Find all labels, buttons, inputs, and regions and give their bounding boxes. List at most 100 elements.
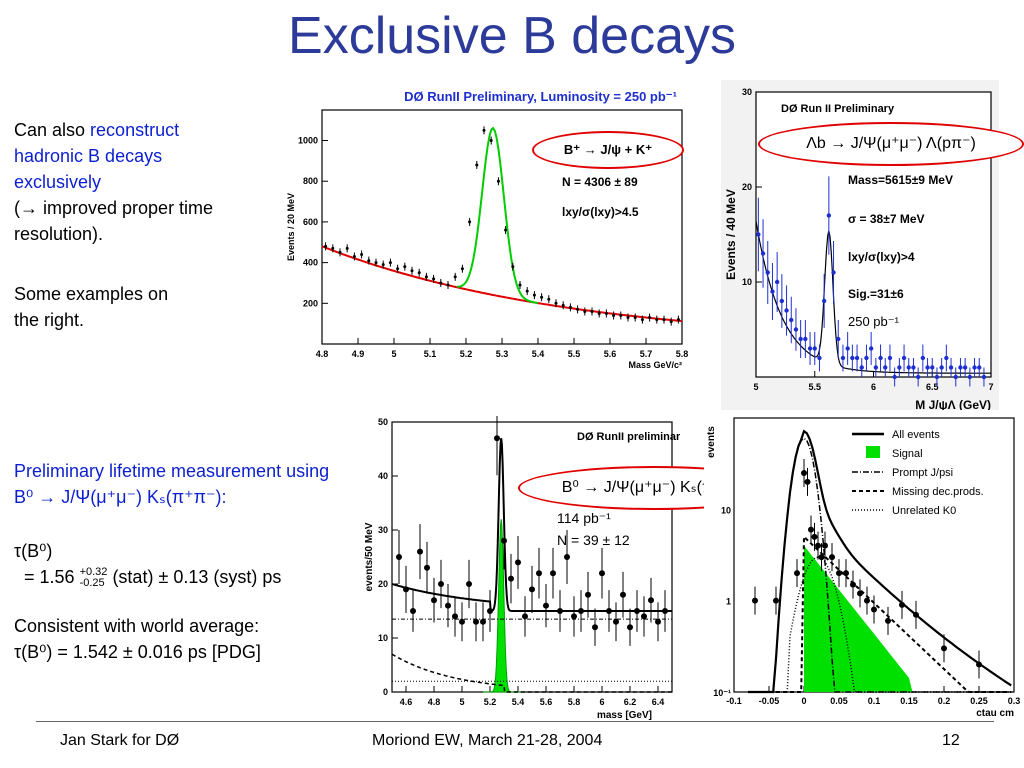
- data-point: [613, 618, 619, 625]
- data-point: [604, 311, 608, 315]
- x-tick-label: 5.8: [676, 349, 689, 359]
- data-point: [911, 365, 916, 370]
- data-point: [482, 128, 486, 132]
- data-point: [557, 608, 563, 614]
- x-tick-label: 5.1: [424, 349, 437, 359]
- y-tick-label: 10: [378, 633, 388, 643]
- data-point: [822, 542, 828, 549]
- x-tick-label: 0.25: [970, 696, 988, 706]
- x-axis-label: Mass GeV/c²: [628, 360, 682, 370]
- slide-title: Exclusive B decays: [288, 7, 736, 65]
- data-point: [452, 613, 458, 620]
- data-point: [338, 250, 342, 254]
- data-point: [597, 311, 601, 315]
- data-point: [396, 554, 402, 560]
- chart-b0-svg: 4.6 4.8 5 5.2 5.4 5.6 5.8 6 6.2 6.4 0 10 20 30 40 50 DØ …: [364, 416, 680, 720]
- x-tick-label: 4.8: [428, 697, 441, 707]
- data-point: [793, 327, 799, 332]
- data-point: [352, 255, 356, 259]
- y-tick-label: 30: [742, 87, 752, 97]
- unrelated-k0-line: [748, 556, 1012, 693]
- data-point: [883, 365, 888, 370]
- data-point: [752, 597, 758, 604]
- footer-center: Moriond EW, March 21-28, 2004: [372, 732, 603, 749]
- data-point: [360, 252, 364, 256]
- data-point: [518, 283, 522, 287]
- x-tick-label: 0: [801, 696, 806, 706]
- data-point: [396, 267, 400, 271]
- data-point: [576, 307, 580, 311]
- page-number: 12: [942, 732, 960, 749]
- x-tick-label: 5: [753, 382, 758, 392]
- data-point: [536, 570, 542, 577]
- data-point: [489, 139, 493, 143]
- data-point: [532, 293, 536, 297]
- data-point: [981, 374, 987, 380]
- chart-title: DØ RunII preliminary: [577, 431, 680, 443]
- data-point: [460, 267, 464, 271]
- data-point: [941, 645, 947, 652]
- data-point: [774, 279, 780, 285]
- data-point: [801, 469, 807, 476]
- data-point: [662, 318, 666, 322]
- data-point: [417, 548, 423, 555]
- intro-1: Can also: [14, 120, 91, 140]
- x-tick-label: 6: [871, 382, 876, 392]
- data-point: [972, 365, 977, 370]
- data-point: [431, 597, 437, 604]
- y-tick-label: 10: [721, 505, 731, 515]
- world-avg-text: τ(B⁰) = 1.542 ± 0.016 ps [PDG]: [14, 642, 261, 662]
- lifetime-text: Preliminary lifetime measurement using B…: [14, 458, 344, 510]
- data-point: [967, 374, 973, 380]
- plot-frame: [391, 421, 673, 693]
- data-point: [807, 346, 813, 351]
- data-point: [812, 346, 817, 351]
- x-tick-label: 0.15: [900, 696, 918, 706]
- data-point: [367, 259, 371, 263]
- data-point: [818, 554, 825, 561]
- data-point: [648, 316, 652, 320]
- data-point: [826, 213, 832, 218]
- x-tick-label: 5.4: [532, 349, 545, 359]
- tau-up: +0.32: [79, 566, 108, 579]
- data-point: [529, 586, 535, 593]
- legend-label: Unrelated K0: [892, 505, 956, 517]
- data-point: [930, 365, 935, 370]
- y-axis-label: Events / 20 MeV: [286, 193, 296, 261]
- intro-3: (→ improved proper time resolution).: [14, 198, 214, 244]
- lifetime-decay: B⁰ → J/Ψ(μ⁺μ⁻) Kₛ(π⁺π⁻):: [14, 487, 227, 507]
- data-point: [612, 314, 616, 318]
- chart-title: DØ RunII Preliminary, Luminosity = 250 p…: [404, 89, 677, 104]
- x-tick-label: -0.1: [726, 696, 742, 706]
- data-point: [804, 478, 811, 485]
- data-point: [794, 570, 800, 577]
- chart-annotation: 250 pb⁻¹: [848, 314, 900, 329]
- data-point: [857, 590, 863, 597]
- data-point: [901, 355, 907, 361]
- x-tick-label: 0.3: [1008, 696, 1021, 706]
- data-point: [756, 232, 761, 237]
- footer-left: Jan Stark for DØ: [60, 732, 180, 749]
- chart-annotation: σ = 38±7 MeV: [848, 212, 925, 226]
- data-point: [590, 309, 594, 313]
- x-tick-label: 6.2: [624, 697, 637, 707]
- data-point: [540, 295, 544, 299]
- data-point: [417, 271, 421, 275]
- tau-down: -0.25: [79, 577, 105, 590]
- data-point: [977, 365, 982, 370]
- x-tick-label: 5.6: [540, 697, 553, 707]
- callout-lambdab: Λb → J/Ψ(μ⁺μ⁻) Λ(pπ⁻): [758, 122, 1024, 166]
- data-point: [599, 570, 605, 577]
- x-tick-label: 0.05: [830, 696, 848, 706]
- data-point: [496, 179, 500, 183]
- chart-annotation: lxy/σ(lxy)>4.5: [562, 205, 639, 219]
- data-point: [906, 365, 911, 370]
- legend-label: All events: [892, 429, 940, 441]
- x-tick-label: 5.2: [484, 697, 497, 707]
- data-point: [515, 559, 521, 566]
- data-point: [859, 365, 864, 370]
- x-tick-label: 5.8: [568, 697, 581, 707]
- data-point: [619, 314, 623, 318]
- data-point: [962, 365, 968, 370]
- intro-text: Can also reconstruct hadronic B decays e…: [14, 117, 239, 247]
